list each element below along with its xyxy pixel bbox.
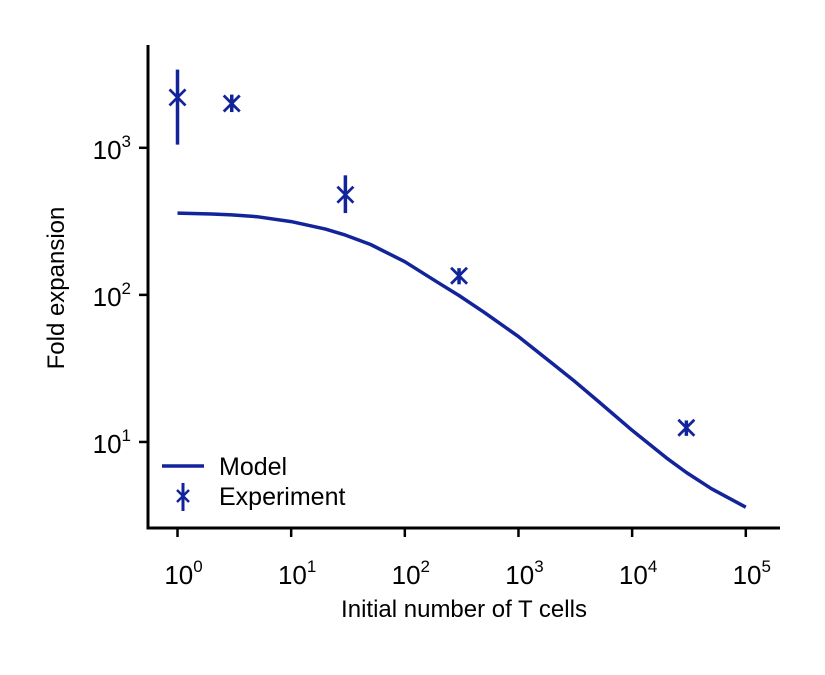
- x-tick-label: 101: [278, 557, 316, 590]
- legend-experiment-swatch: [176, 483, 190, 511]
- x-tick-label: 104: [619, 557, 657, 590]
- x-tick-label: 102: [392, 557, 430, 590]
- x-ticks: 100 101 102 103 104 105: [164, 528, 771, 590]
- legend-model-label: Model: [219, 453, 287, 481]
- x-tick-label: 103: [505, 557, 543, 590]
- y-axis-label: Fold expansion: [43, 207, 70, 370]
- x-axis-label: Initial number of T cells: [341, 596, 587, 623]
- x-tick-label: 100: [164, 557, 202, 590]
- data-marks: [168, 69, 747, 509]
- experiment-marker-stroke: [168, 88, 187, 107]
- experiment-point: [336, 185, 355, 204]
- y-tick-label: 103: [93, 132, 131, 165]
- axes: 100 101 102 103 104 105 101 102 103: [93, 45, 780, 590]
- y-tick-label: 101: [93, 426, 131, 459]
- legend: Model Experiment: [162, 453, 345, 511]
- experiment-marker-stroke: [222, 94, 241, 113]
- legend-experiment-label: Experiment: [219, 483, 345, 511]
- experiment-marker-stroke: [336, 185, 355, 204]
- model-line: [177, 211, 747, 509]
- y-tick-label: 102: [93, 279, 131, 312]
- experiment-point: [677, 418, 696, 437]
- experiment-point: [450, 266, 469, 285]
- experiment-point: [168, 88, 187, 107]
- experiment-point: [222, 94, 241, 113]
- x-tick-label: 105: [733, 557, 771, 590]
- y-ticks: 101 102 103: [93, 132, 148, 459]
- experiment-marker-stroke: [450, 266, 469, 285]
- experiment-marker-stroke: [677, 418, 696, 437]
